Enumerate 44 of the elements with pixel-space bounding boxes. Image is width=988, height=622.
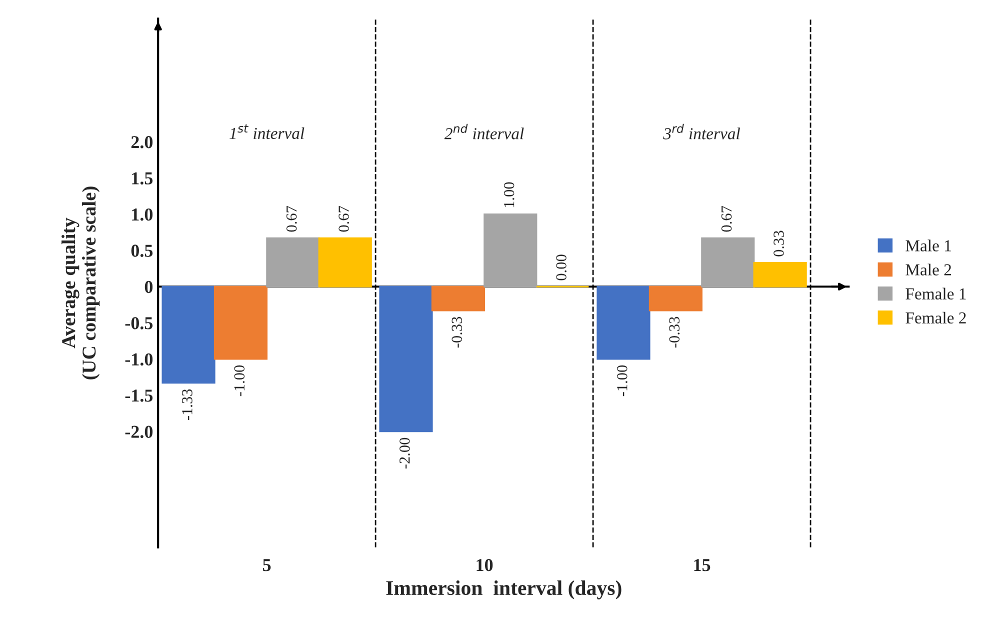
annotation: 1$^{st}$ interval: [230, 124, 304, 140]
x-tick-label: 5: [263, 559, 271, 572]
y-tick-label: -2.0: [125, 426, 153, 438]
y-tick-label: 0: [144, 280, 153, 294]
bar: [379, 286, 433, 432]
y-tick-label: 1.0: [132, 208, 153, 221]
y-tick-label: 0.5: [131, 244, 153, 257]
y-tick-label: -0.5: [125, 317, 153, 330]
bar: [596, 286, 650, 360]
y-tick-label: 1.5: [132, 172, 153, 185]
text: 0.67: [286, 206, 297, 232]
text: -0.33: [669, 316, 680, 348]
bar: [214, 286, 268, 360]
text: 1.00: [504, 182, 514, 208]
text: -0.33: [452, 316, 462, 348]
x-tick-label: 15: [694, 559, 710, 572]
annotation: 3$^{rd}$ interval: [663, 124, 740, 140]
text: -1.33: [182, 389, 192, 420]
text: -1.00: [234, 365, 245, 396]
annotation: 2$^{nd}$ interval: [444, 124, 524, 140]
text: 0.67: [721, 206, 732, 232]
legend-label: Female 1: [906, 288, 966, 300]
bar: [318, 237, 372, 288]
bar: [162, 286, 216, 384]
text: 0.67: [338, 206, 350, 232]
x-tick-label: 10: [476, 558, 493, 572]
legend-label: Male 1: [906, 240, 951, 252]
text: 0.33: [774, 230, 784, 256]
y-tick-label: 2.0: [131, 136, 153, 148]
x-axis-title: Immersion interval (days): [386, 580, 622, 600]
y-axis-title: Average quality (UC comparative scale): [62, 186, 100, 380]
y-tick-label: -1.0: [125, 353, 153, 366]
bar: [648, 286, 702, 312]
bar: [431, 286, 485, 312]
text: -2.00: [400, 438, 410, 469]
text: 0.00: [556, 254, 566, 280]
bar: [701, 237, 755, 288]
legend-label: Female 2: [906, 312, 966, 324]
text: -1.00: [617, 365, 628, 396]
bar: [266, 237, 320, 288]
legend-label: Male 2: [906, 264, 952, 276]
bar: [484, 214, 538, 288]
y-tick-label: -1.5: [125, 390, 153, 402]
bar: [753, 262, 807, 288]
